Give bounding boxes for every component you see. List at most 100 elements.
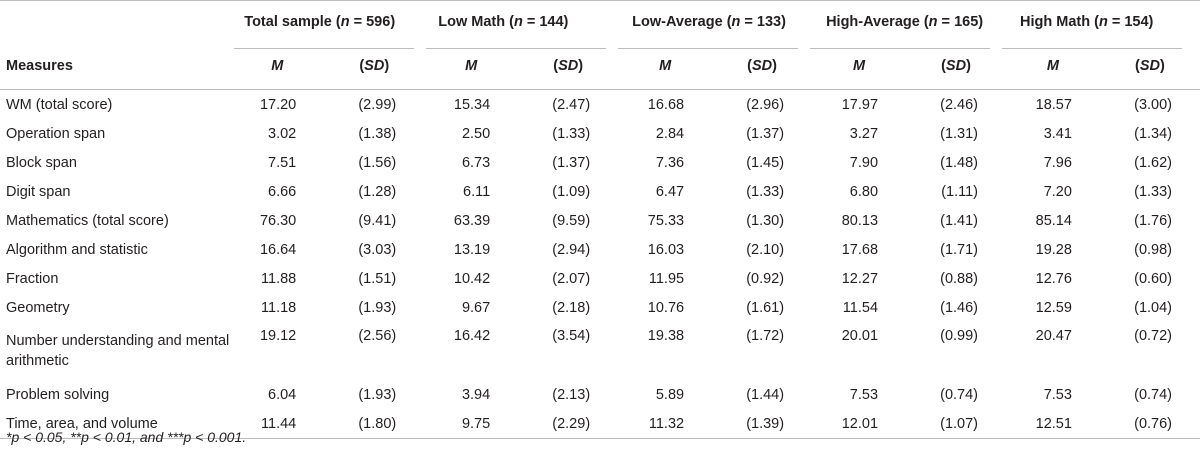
measure-label: Problem solving bbox=[6, 386, 110, 403]
mean-cell: 20.47 bbox=[1035, 328, 1072, 344]
measure-label: Mathematics (total score) bbox=[6, 212, 169, 229]
mean-cell: 17.97 bbox=[841, 96, 879, 113]
sd-cell: (1.93) bbox=[358, 386, 397, 403]
sd-cell: (1.11) bbox=[941, 183, 978, 200]
mean-cell: 6.80 bbox=[849, 183, 879, 200]
mean-cell: 7.53 bbox=[1043, 386, 1072, 403]
mean-cell: 10.76 bbox=[647, 299, 685, 316]
measure-label: Fraction bbox=[6, 270, 59, 287]
sd-cell: (3.03) bbox=[358, 241, 397, 258]
mean-cell: 12.27 bbox=[841, 270, 879, 287]
sd-cell: (2.13) bbox=[552, 386, 591, 403]
mean-cell: 16.03 bbox=[647, 241, 685, 258]
sd-header: (SD) bbox=[1135, 58, 1165, 74]
sd-cell: (1.38) bbox=[358, 125, 397, 142]
sd-cell: (1.33) bbox=[552, 125, 591, 142]
group-header: Low-Average (n = 133) bbox=[632, 14, 786, 30]
footnote: *p < 0.05, **p < 0.01, and ***p < 0.001. bbox=[6, 429, 247, 445]
mean-cell: 7.96 bbox=[1043, 154, 1072, 171]
table-row: Geometry 11.18 (1.93) 9.67 (2.18) 10.76 (1.61)… bbox=[0, 293, 1200, 322]
mean-cell: 7.90 bbox=[849, 154, 879, 171]
sd-header: (SD) bbox=[941, 58, 971, 74]
sd-cell: (2.56) bbox=[358, 328, 397, 344]
measure-label: Block span bbox=[6, 154, 77, 171]
column-header-row: Measures M (SD) M (SD) M (SD) M (SD) M (… bbox=[0, 43, 1200, 90]
sd-cell: (0.72) bbox=[1134, 328, 1172, 344]
mean-cell: 11.44 bbox=[261, 415, 297, 432]
sd-cell: (1.46) bbox=[940, 299, 978, 316]
sd-cell: (1.31) bbox=[940, 125, 978, 142]
sd-cell: (1.04) bbox=[1134, 299, 1172, 316]
sd-cell: (1.28) bbox=[358, 183, 397, 200]
group-underline bbox=[618, 48, 798, 49]
sd-cell: (9.59) bbox=[552, 212, 591, 229]
mean-cell: 6.04 bbox=[268, 386, 297, 403]
sd-cell: (1.44) bbox=[746, 386, 785, 403]
sd-cell: (0.88) bbox=[940, 270, 978, 287]
sd-cell: (2.99) bbox=[358, 96, 397, 113]
mean-cell: 75.33 bbox=[647, 212, 685, 229]
sd-cell: (2.46) bbox=[940, 96, 978, 113]
table-row: Operation span 3.02 (1.38) 2.50 (1.33) 2.84 (1… bbox=[0, 119, 1200, 148]
mean-cell: 7.36 bbox=[655, 154, 685, 171]
mean-cell: 11.18 bbox=[261, 299, 297, 316]
sd-cell: (0.60) bbox=[1134, 270, 1172, 287]
measure-label: WM (total score) bbox=[6, 96, 113, 113]
mean-header: M bbox=[659, 58, 672, 74]
mean-cell: 6.73 bbox=[461, 154, 491, 171]
sd-cell: (1.45) bbox=[746, 154, 785, 171]
sd-cell: (1.34) bbox=[1134, 125, 1172, 142]
mean-cell: 3.27 bbox=[849, 125, 879, 142]
sd-cell: (1.61) bbox=[746, 299, 785, 316]
table-row: WM (total score) 17.20 (2.99) 15.34 (2.47) 16… bbox=[0, 90, 1200, 120]
mean-cell: 3.02 bbox=[268, 125, 297, 142]
table-row: Block span 7.51 (1.56) 6.73 (1.37) 7.36 (1.45)… bbox=[0, 148, 1200, 177]
measures-header: Measures bbox=[6, 58, 73, 74]
sd-cell: (2.07) bbox=[552, 270, 591, 287]
sd-header: (SD) bbox=[359, 58, 390, 74]
sd-cell: (0.98) bbox=[1134, 241, 1172, 258]
mean-cell: 6.66 bbox=[268, 183, 297, 200]
group-header: High Math (n = 154) bbox=[1020, 14, 1154, 30]
mean-cell: 6.47 bbox=[655, 183, 685, 200]
table-row: Problem solving 6.04 (1.93) 3.94 (2.13) 5.89 (… bbox=[0, 380, 1200, 409]
mean-cell: 2.84 bbox=[655, 125, 685, 142]
mean-cell: 9.75 bbox=[461, 415, 491, 432]
group-header: Low Math (n = 144) bbox=[438, 14, 569, 30]
mean-cell: 19.12 bbox=[259, 328, 297, 344]
mean-cell: 2.50 bbox=[461, 125, 491, 142]
mean-cell: 17.68 bbox=[841, 241, 879, 258]
mean-cell: 12.59 bbox=[1035, 299, 1072, 316]
mean-cell: 3.94 bbox=[461, 386, 491, 403]
mean-header: M bbox=[853, 58, 866, 74]
mean-cell: 5.89 bbox=[655, 386, 685, 403]
group-underline bbox=[810, 48, 990, 49]
mean-cell: 12.01 bbox=[841, 415, 879, 432]
sd-cell: (1.37) bbox=[746, 125, 785, 142]
mean-cell: 19.28 bbox=[1035, 241, 1072, 258]
sd-cell: (1.93) bbox=[358, 299, 397, 316]
table-row: Time, area, and volume 11.44 (1.80) 9.75 (2.… bbox=[0, 409, 1200, 439]
sd-cell: (1.30) bbox=[746, 212, 785, 229]
mean-cell: 7.20 bbox=[1043, 183, 1072, 200]
sd-cell: (2.47) bbox=[552, 96, 591, 113]
mean-cell: 3.41 bbox=[1043, 125, 1072, 142]
mean-cell: 15.34 bbox=[453, 96, 491, 113]
sd-cell: (1.56) bbox=[358, 154, 397, 171]
sd-cell: (0.92) bbox=[746, 270, 785, 287]
mean-cell: 63.39 bbox=[453, 212, 491, 229]
sd-cell: (9.41) bbox=[358, 212, 397, 229]
sd-cell: (1.72) bbox=[746, 328, 785, 344]
mean-header: M bbox=[1046, 58, 1060, 74]
table-row: Mathematics (total score) 76.30 (9.41) 63.3… bbox=[0, 206, 1200, 235]
mean-cell: 16.68 bbox=[647, 96, 685, 113]
table-row: Digit span 6.66 (1.28) 6.11 (1.09) 6.47 (1.33)… bbox=[0, 177, 1200, 206]
sd-cell: (2.96) bbox=[746, 96, 785, 113]
mean-cell: 12.76 bbox=[1035, 270, 1072, 287]
descriptive-statistics-table: Total sample (n = 596) Low Math (n = 144… bbox=[0, 0, 1200, 439]
table-row: Number understanding and mental arithmet… bbox=[0, 322, 1200, 380]
sd-cell: (1.33) bbox=[746, 183, 785, 200]
mean-cell: 7.51 bbox=[268, 154, 297, 171]
mean-cell: 16.64 bbox=[259, 241, 297, 258]
